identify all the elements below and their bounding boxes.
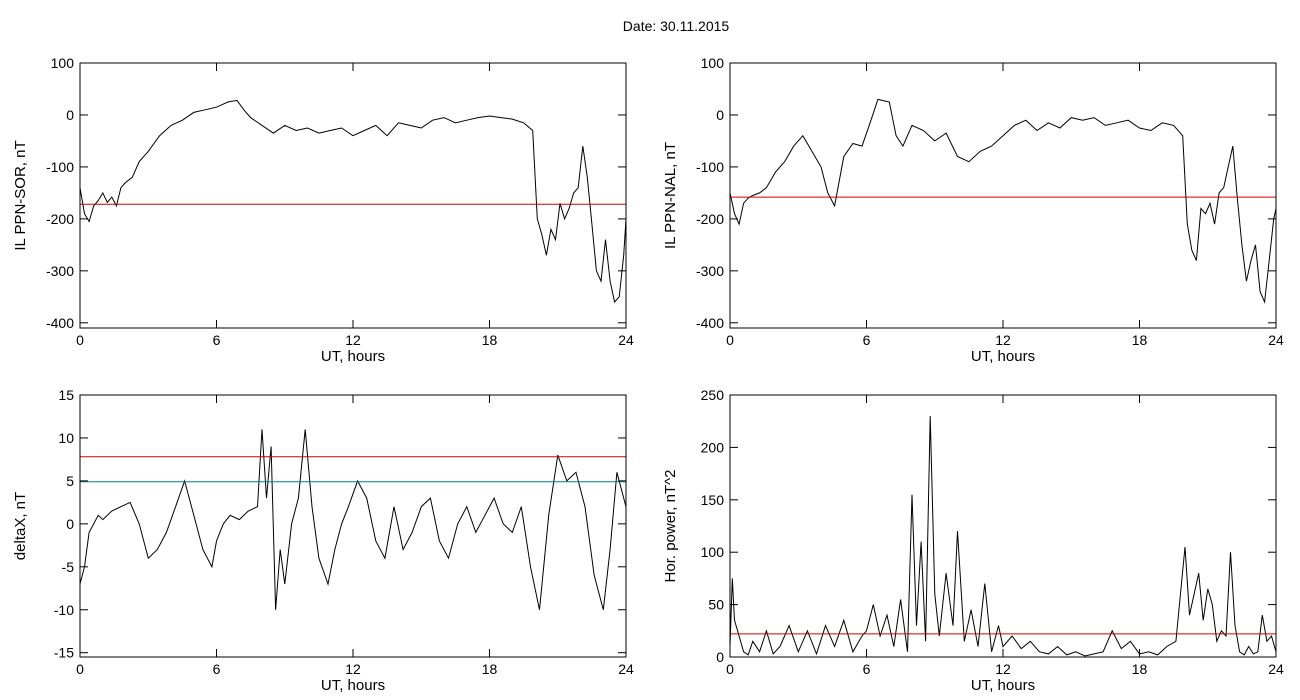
plot-frame — [729, 62, 1277, 329]
y-axis-label: IL PPN-NAL, nT — [662, 142, 679, 249]
x-tick-label: 12 — [345, 661, 361, 677]
x-tick-label: 0 — [726, 332, 734, 348]
x-tick-label: 18 — [482, 661, 498, 677]
x-tick-label: 18 — [1132, 661, 1148, 677]
y-tick-label: 5 — [66, 473, 74, 489]
y-axis-label: deltaX, nT — [12, 492, 29, 560]
series-line-0 — [79, 99, 627, 304]
y-tick-label: -15 — [54, 645, 74, 661]
chart-deltax: 0 6 12 18 24 -15 -10 -5 0 5 10 15 UT, hours deltaX, n… — [12, 387, 634, 694]
chart-ppn-sor: 0 6 12 18 24 -400 -300 -200 -100 0 100 UT, hours IL … — [12, 55, 634, 365]
x-tick-label: 24 — [618, 332, 634, 348]
y-tick-label: -10 — [54, 602, 74, 618]
y-tick-label: 250 — [701, 387, 725, 403]
y-tick-label: -100 — [696, 159, 724, 175]
x-axis-label: UT, hours — [971, 348, 1035, 365]
series-line-0 — [729, 98, 1277, 304]
x-tick-label: 18 — [1132, 332, 1148, 348]
x-tick-label: 6 — [213, 661, 221, 677]
y-tick-label: 200 — [701, 439, 725, 455]
y-axis-label: IL PPN-SOR, nT — [12, 140, 29, 250]
plot-frame — [79, 62, 627, 329]
x-tick-label: 12 — [345, 332, 361, 348]
x-tick-label: 6 — [863, 332, 871, 348]
chart-hor-power: 0 6 12 18 24 0 50 100 150 200 250 UT, hours Hor. pow… — [662, 387, 1284, 694]
x-tick-label: 24 — [1268, 661, 1284, 677]
series-line-0 — [729, 415, 1277, 657]
y-axis-label: Hor. power, nT^2 — [662, 470, 679, 583]
x-axis-label: UT, hours — [321, 348, 385, 365]
x-axis-label: UT, hours — [321, 677, 385, 694]
y-tick-label: -200 — [696, 211, 724, 227]
y-tick-label: -200 — [46, 211, 74, 227]
y-tick-label: 0 — [716, 649, 724, 665]
figure-title: Date: 30.11.2015 — [622, 18, 730, 34]
y-tick-label: 0 — [66, 516, 74, 532]
y-tick-label: 0 — [66, 107, 74, 123]
x-tick-label: 0 — [76, 332, 84, 348]
y-tick-label: -300 — [696, 263, 724, 279]
y-tick-label: 100 — [701, 544, 725, 560]
x-tick-label: 6 — [213, 332, 221, 348]
x-tick-label: 0 — [76, 661, 84, 677]
x-tick-label: 0 — [726, 661, 734, 677]
y-tick-label: 15 — [58, 387, 74, 403]
y-tick-label: 100 — [701, 55, 725, 71]
y-tick-label: 0 — [716, 107, 724, 123]
y-tick-label: 50 — [708, 597, 724, 613]
y-tick-label: 150 — [701, 492, 725, 508]
series-line-0 — [79, 429, 627, 610]
x-tick-label: 24 — [1268, 332, 1284, 348]
plot-frame — [79, 394, 627, 658]
x-tick-label: 24 — [618, 661, 634, 677]
x-tick-label: 12 — [995, 332, 1011, 348]
y-tick-label: -400 — [696, 315, 724, 331]
x-tick-label: 12 — [995, 661, 1011, 677]
chart-ppn-nal: 0 6 12 18 24 -400 -300 -200 -100 0 100 UT, hours IL … — [662, 55, 1284, 365]
plot-frame — [729, 394, 1277, 658]
x-axis-label: UT, hours — [971, 677, 1035, 694]
y-tick-label: -400 — [46, 315, 74, 331]
y-tick-label: -300 — [46, 263, 74, 279]
y-tick-label: -100 — [46, 159, 74, 175]
x-tick-label: 6 — [863, 661, 871, 677]
y-tick-label: -5 — [62, 559, 75, 575]
y-tick-label: 10 — [58, 430, 74, 446]
x-tick-label: 18 — [482, 332, 498, 348]
y-tick-label: 100 — [51, 55, 75, 71]
